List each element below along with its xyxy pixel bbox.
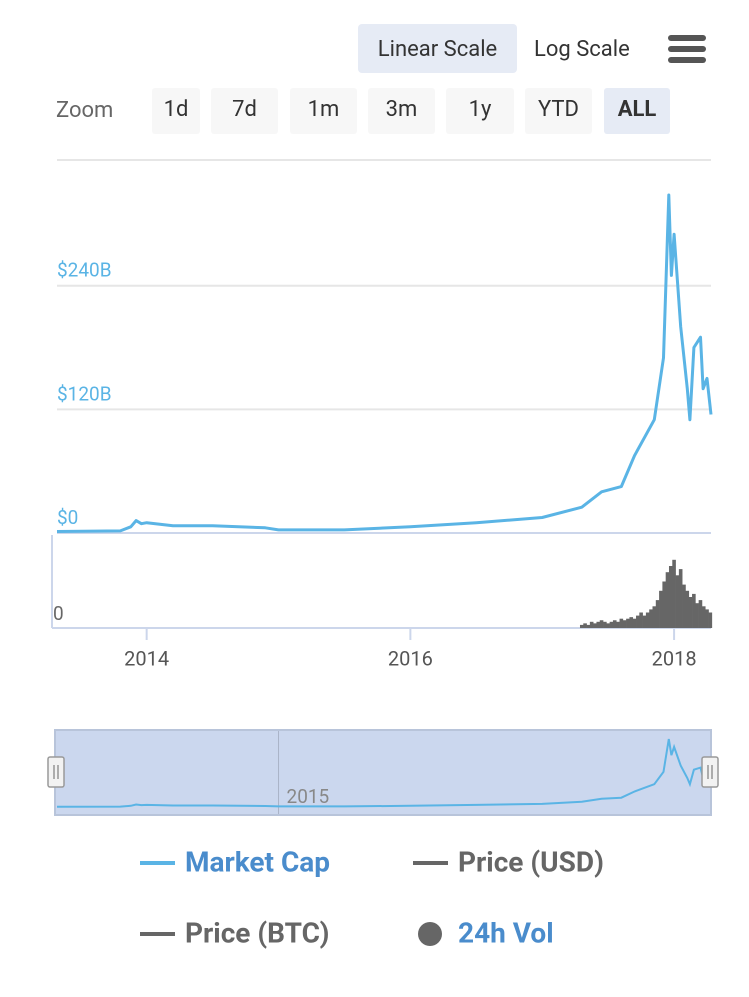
volume-bar <box>692 593 696 628</box>
volume-bar <box>626 618 630 628</box>
legend-item[interactable]: Price (USD) <box>458 845 604 878</box>
range-button-bg[interactable] <box>368 88 435 134</box>
scale-button[interactable]: Log Scale <box>534 37 630 62</box>
scale-button-bg <box>358 24 517 73</box>
volume-bar <box>645 612 650 628</box>
volume-bar <box>705 609 709 628</box>
range-button[interactable]: 1m <box>308 97 340 122</box>
volume-bar <box>659 590 663 628</box>
volume-bar <box>708 612 713 628</box>
volume-bar <box>701 606 706 628</box>
range-button[interactable]: ALL <box>618 97 657 122</box>
volume-bar <box>688 597 693 628</box>
navigator-line <box>56 738 712 808</box>
volume-bar <box>662 581 666 628</box>
volume-bar <box>622 620 627 628</box>
volume-bar <box>632 618 637 628</box>
volume-bar <box>609 621 614 628</box>
volume-bar <box>672 559 676 628</box>
y-tick-label: $0 <box>57 506 78 529</box>
volume-bar <box>655 600 660 628</box>
legend-item[interactable]: 24h Vol <box>458 916 554 949</box>
range-button[interactable]: 1d <box>164 97 189 122</box>
volume-bar <box>639 612 643 628</box>
volume-bar <box>678 569 683 628</box>
range-button[interactable]: 1y <box>469 97 492 122</box>
volume-bar <box>675 575 680 628</box>
legend-item[interactable]: Price (BTC) <box>185 916 329 949</box>
volume-bar <box>682 584 686 628</box>
volume-bar <box>652 606 657 628</box>
volume-bar <box>698 600 703 628</box>
volume-bar <box>589 621 594 628</box>
menu-bar <box>668 46 706 52</box>
y-tick-label: $120B <box>57 382 112 405</box>
x-tick-label: 2014 <box>124 646 169 670</box>
navigator-handle[interactable] <box>47 756 65 788</box>
y2-tick-label: 0 <box>53 602 64 625</box>
range-button[interactable]: YTD <box>538 97 579 122</box>
volume-bar <box>579 624 584 628</box>
volume-bar <box>619 618 624 628</box>
range-button-bg[interactable] <box>290 88 357 134</box>
volume-bar <box>636 615 640 628</box>
volume-bar <box>593 623 597 628</box>
x-tick-label: 2018 <box>652 646 697 670</box>
zoom-label: Zoom <box>56 98 113 123</box>
volume-bar <box>642 615 647 628</box>
scale-button[interactable]: Linear Scale <box>378 37 497 62</box>
volume-bar <box>685 590 690 628</box>
volume-bar <box>668 566 673 628</box>
navigator-mask[interactable] <box>54 729 712 816</box>
volume-bar <box>612 620 617 628</box>
y-tick-label: $240B <box>57 259 112 282</box>
range-button[interactable]: 3m <box>386 97 418 122</box>
volume-bar <box>629 617 634 628</box>
volume-bar <box>616 621 620 628</box>
range-button-bg[interactable] <box>604 88 670 134</box>
legend-symbol <box>418 922 442 946</box>
line-series <box>56 193 713 533</box>
volume-bar <box>596 621 601 628</box>
volume-bar <box>603 621 607 628</box>
menu-bar <box>668 57 706 63</box>
navigator-handle[interactable] <box>701 756 719 788</box>
menu-bar <box>668 35 706 41</box>
range-button-bg[interactable] <box>152 88 200 134</box>
volume-bar <box>649 609 653 628</box>
navigator-tick-label: 2015 <box>287 785 330 808</box>
volume-bar <box>586 624 591 628</box>
range-button-bg[interactable] <box>525 88 592 134</box>
range-button-bg[interactable] <box>211 88 278 134</box>
range-button-bg[interactable] <box>446 88 514 134</box>
menu-icon[interactable] <box>668 35 706 63</box>
volume-bar <box>599 620 604 628</box>
legend-item[interactable]: Market Cap <box>185 845 330 878</box>
volume-bar <box>665 572 670 628</box>
x-tick-label: 2016 <box>388 646 433 670</box>
range-button[interactable]: 7d <box>232 97 257 122</box>
volume-bar <box>606 623 610 628</box>
volume-bar <box>583 623 587 628</box>
volume-bar <box>695 603 699 628</box>
